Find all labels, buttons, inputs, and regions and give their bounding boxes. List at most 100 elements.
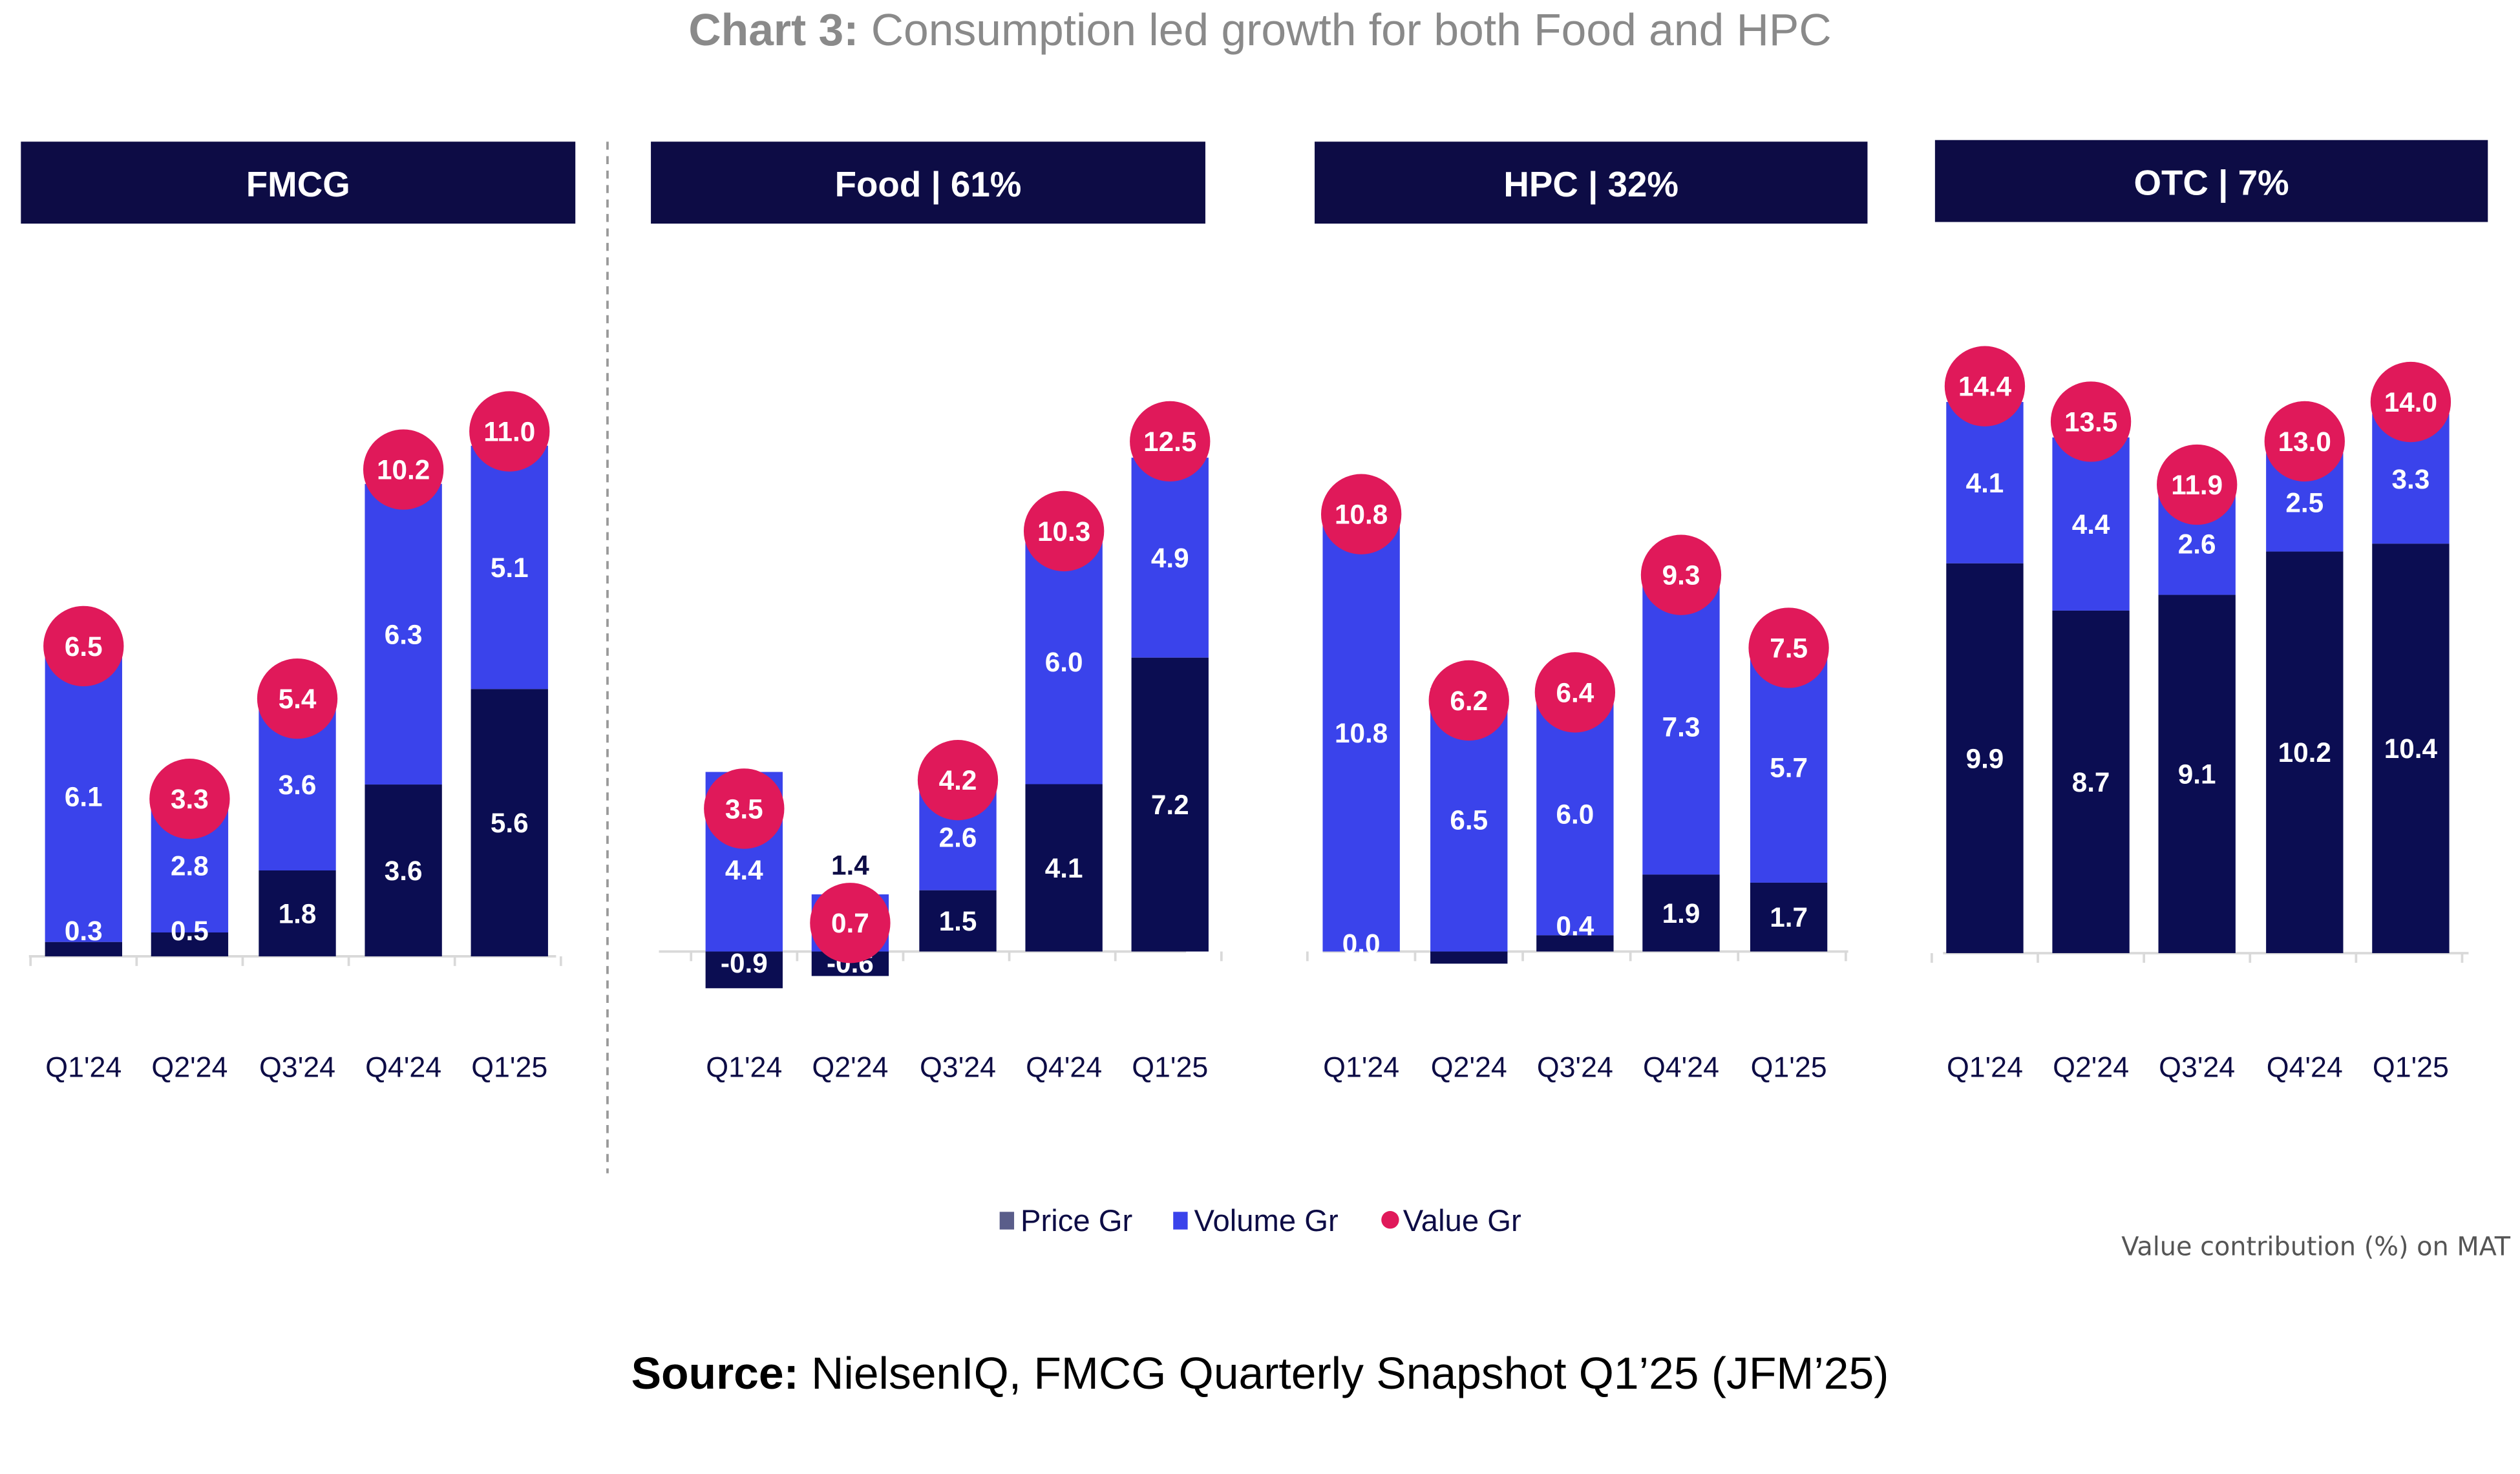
panel-food: Food | 61%-0.94.43.5Q1'24-0.61.40.7Q2'24… [651,142,1223,1083]
value-label: 11.9 [2171,470,2223,500]
price-label: 10.4 [2384,733,2438,764]
category-label: Q1'24 [45,1051,122,1083]
title-text: Consumption led growth for both Food and… [858,5,1831,55]
bar-price [1536,935,1614,952]
volume-label: 4.4 [2072,509,2110,540]
legend-volume-label: Volume Gr [1194,1204,1339,1238]
value-label: 9.3 [1662,560,1700,591]
category-label: Q1'24 [706,1051,782,1083]
price-label: 1.5 [939,906,977,936]
value-marker [1748,607,1829,688]
value-label: 13.5 [2064,406,2117,437]
volume-label: 7.3 [1662,712,1700,742]
volume-label: 2.5 [2285,487,2324,518]
volume-label: 5.1 [491,553,529,583]
price-label: 9.1 [2178,759,2216,790]
value-label: 10.2 [377,455,430,485]
category-label: Q4'24 [2267,1051,2343,1083]
legend-price-swatch [999,1212,1015,1230]
category-label: Q4'24 [1026,1051,1102,1083]
category-label: Q1'25 [2373,1051,2449,1083]
value-label: 12.5 [1143,426,1196,457]
value-marker [149,759,230,839]
value-label: 5.4 [279,684,317,714]
price-label: 1.8 [279,898,317,929]
price-label: 0.3 [65,916,103,946]
bar-price [919,890,997,952]
value-label: 10.3 [1037,516,1090,547]
bar-price [1430,951,1508,964]
volume-label: 4.1 [1966,468,2004,498]
bar-volume [45,651,122,942]
value-label: 4.2 [939,765,977,795]
category-label: Q3'24 [1537,1051,1613,1083]
price-label: 7.2 [1151,790,1189,820]
value-marker [2264,401,2345,482]
price-label: 1.9 [1662,898,1700,929]
value-marker [810,883,891,963]
panel-title: FMCG [246,164,350,204]
price-label: 9.9 [1966,743,2004,774]
category-label: Q1'25 [1132,1051,1208,1083]
value-label: 3.3 [171,784,209,814]
volume-label: 6.5 [1450,805,1488,836]
bar-price [45,942,122,956]
bar-price [1025,784,1103,952]
value-marker [2050,381,2132,462]
legend-volume-swatch [1173,1212,1188,1230]
value-label: 10.8 [1335,500,1388,530]
panel-fmcg: FMCG 0.3 6.1 6.5 Q1'24 0.5 2.8 3.3 Q2'24 1.8 3.6 5.… [21,142,576,1083]
price-label: 10.2 [2278,737,2331,768]
volume-label: 6.3 [385,619,423,649]
bar-volume [1131,458,1209,658]
volume-label: 2.6 [2178,529,2216,559]
bar-volume [1946,402,2024,563]
bar-price [1131,657,1209,952]
volume-label: 6.0 [1045,647,1083,677]
bar-price [1946,563,2024,953]
footnote: Value contribution (%) on MAT [2121,1232,2511,1261]
panel-header [1934,140,2488,222]
value-label: 6.4 [1556,677,1594,708]
price-label: 3.6 [385,856,423,886]
volume-label: 1.4 [831,850,869,881]
value-marker [1023,490,1105,572]
bar-volume [1322,514,1400,952]
category-label: Q4'24 [1643,1051,1719,1083]
title-prefix: Chart 3: [688,5,858,55]
value-marker [1428,660,1509,741]
price-label: 0.5 [171,916,209,946]
legend-value-swatch [1381,1211,1399,1229]
volume-label: 2.6 [939,823,977,853]
panel-header [1315,142,1868,224]
price-label: 4.1 [1045,853,1083,883]
price-label: 8.7 [2072,767,2110,797]
volume-label: 6.1 [65,781,103,812]
bar-volume [2052,437,2130,611]
bar-volume [1642,578,1720,875]
bar-price [2158,595,2236,953]
bar-price [365,784,442,956]
category-label: Q3'24 [2159,1051,2235,1083]
value-label: 14.0 [2384,387,2437,417]
volume-label: 3.6 [279,770,317,800]
price-label: -0.9 [721,948,768,978]
source-prefix: Source: [631,1348,799,1398]
value-label: 0.7 [831,908,869,938]
volume-label: 4.9 [1151,543,1189,573]
value-marker [704,768,785,849]
volume-label: 2.8 [171,851,209,881]
price-label: 5.6 [491,808,529,838]
category-label: Q1'25 [471,1051,547,1083]
price-label: 0.4 [1556,911,1594,942]
bar-price [471,689,548,956]
category-label: Q2'24 [2053,1051,2129,1083]
value-marker [917,740,999,821]
value-marker [1640,534,1722,615]
bar-price [151,932,229,956]
volume-label: 3.3 [2392,464,2430,494]
legend-value-label: Value Gr [1403,1204,1521,1238]
value-label: 13.0 [2278,426,2331,457]
source: Source: NielsenIQ, FMCG Quarterly Snapsh… [631,1348,1889,1398]
